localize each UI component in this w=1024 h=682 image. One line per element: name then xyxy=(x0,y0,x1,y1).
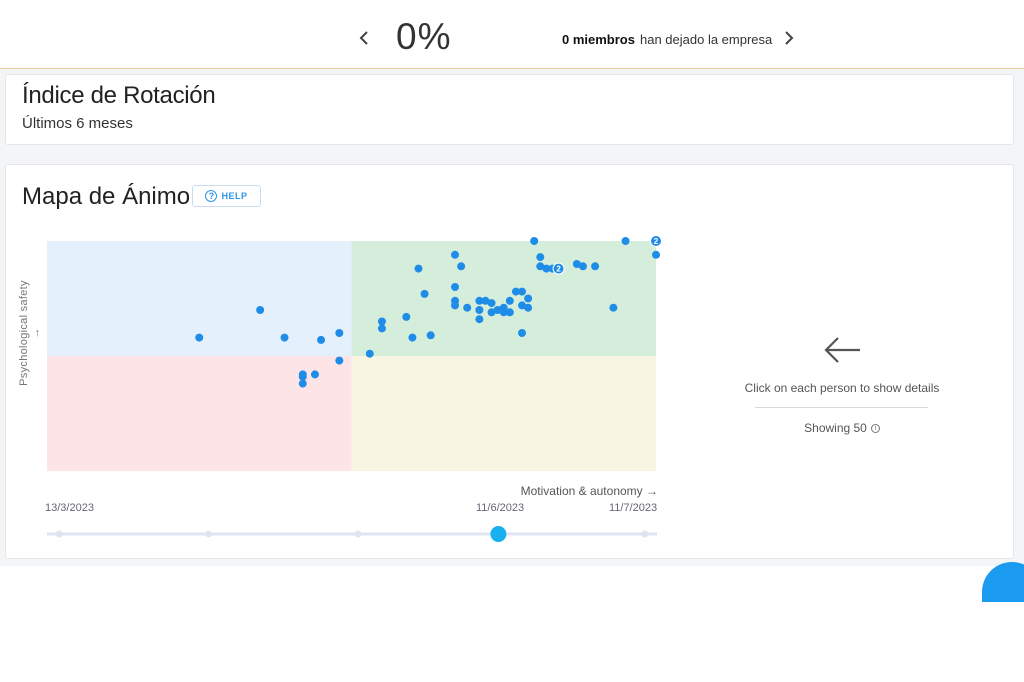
person-point[interactable] xyxy=(621,237,630,245)
person-point[interactable] xyxy=(365,349,374,358)
members-left-text: han dejado la empresa xyxy=(640,32,773,47)
question-circle-icon: ? xyxy=(205,190,218,202)
timeline-selected-date: 11/6/2023 xyxy=(476,502,525,514)
person-point[interactable] xyxy=(536,262,545,271)
person-point[interactable] xyxy=(475,315,484,324)
person-point[interactable] xyxy=(475,296,484,305)
person-point[interactable] xyxy=(335,329,344,337)
person-point[interactable] xyxy=(518,301,527,310)
person-point[interactable] xyxy=(524,294,533,303)
chat-launcher-button[interactable] xyxy=(982,562,1024,602)
mood-map-card: Mapa de Ánimo ? HELP xyxy=(5,164,1014,559)
person-point[interactable] xyxy=(518,329,527,337)
person-point[interactable] xyxy=(298,379,307,388)
turnover-period: Últimos 6 meses xyxy=(22,115,133,132)
timeline-step[interactable] xyxy=(205,530,213,538)
person-point[interactable] xyxy=(499,308,508,317)
chevron-left-icon[interactable] xyxy=(354,26,374,50)
help-button[interactable]: ? HELP xyxy=(192,185,261,207)
person-point[interactable] xyxy=(414,264,423,273)
showing-count: Showing 50 i xyxy=(780,421,904,435)
timeline-end-date: 11/7/2023 xyxy=(609,502,658,514)
person-point[interactable] xyxy=(481,296,490,305)
person-point[interactable] xyxy=(195,333,204,342)
mood-map-title: Mapa de Ánimo xyxy=(22,183,191,210)
details-hint: Click on each person to show details xyxy=(744,381,940,395)
person-point[interactable] xyxy=(402,312,411,321)
person-point[interactable] xyxy=(505,308,514,317)
y-axis-label: Psychological safety → xyxy=(18,280,42,386)
person-point[interactable] xyxy=(317,335,326,344)
person-point[interactable] xyxy=(377,324,386,333)
side-divider xyxy=(755,407,928,408)
timeline-start-date: 13/3/2023 xyxy=(45,502,94,514)
help-label: HELP xyxy=(221,191,248,201)
x-axis-label: Motivation & autonomy → xyxy=(520,484,658,498)
person-point[interactable] xyxy=(652,250,660,259)
person-point[interactable] xyxy=(335,356,344,365)
person-point[interactable] xyxy=(420,289,429,298)
person-point[interactable] xyxy=(377,317,386,326)
turnover-card: Índice de Rotación Últimos 6 meses xyxy=(5,74,1014,145)
person-point[interactable] xyxy=(451,283,460,291)
person-point[interactable] xyxy=(475,306,484,314)
person-point[interactable] xyxy=(298,372,307,381)
person-point[interactable] xyxy=(505,296,514,305)
person-point[interactable]: 2 xyxy=(552,262,565,275)
person-point[interactable] xyxy=(524,303,533,312)
timeline-handle[interactable] xyxy=(490,526,507,542)
person-point[interactable] xyxy=(536,253,545,262)
person-point[interactable] xyxy=(493,306,502,314)
person-point[interactable] xyxy=(609,303,618,312)
turnover-value: 0% xyxy=(396,16,452,57)
person-point[interactable] xyxy=(457,262,466,271)
person-point[interactable] xyxy=(463,303,472,312)
person-point[interactable] xyxy=(256,306,265,314)
person-point[interactable] xyxy=(572,260,581,268)
person-point[interactable] xyxy=(310,370,319,379)
person-point[interactable] xyxy=(487,308,496,317)
point-count-label: 2 xyxy=(654,237,659,246)
person-point[interactable] xyxy=(518,287,527,296)
person-point[interactable] xyxy=(408,333,417,342)
person-point[interactable] xyxy=(591,262,600,271)
person-point[interactable] xyxy=(542,264,551,273)
timeline-step[interactable] xyxy=(641,530,649,538)
turnover-title: Índice de Rotación xyxy=(22,82,216,109)
members-count: 0 miembros xyxy=(562,32,635,47)
person-point[interactable] xyxy=(511,287,520,296)
person-point[interactable] xyxy=(487,299,496,308)
point-count-label: 2 xyxy=(556,265,561,274)
person-point[interactable] xyxy=(280,333,289,342)
arrow-left-icon xyxy=(824,337,860,363)
showing-label: Showing 50 xyxy=(804,421,867,435)
person-point[interactable] xyxy=(530,237,539,245)
person-point[interactable] xyxy=(426,331,435,340)
timeline-step[interactable] xyxy=(55,530,63,538)
timeline-step[interactable] xyxy=(354,530,362,538)
person-point[interactable] xyxy=(451,301,460,310)
header-divider xyxy=(0,68,1024,69)
person-point[interactable] xyxy=(578,262,587,271)
person-point[interactable] xyxy=(451,250,460,259)
info-icon[interactable]: i xyxy=(870,424,880,434)
person-point[interactable]: 2 xyxy=(650,235,662,247)
chevron-right-icon[interactable] xyxy=(779,26,799,50)
